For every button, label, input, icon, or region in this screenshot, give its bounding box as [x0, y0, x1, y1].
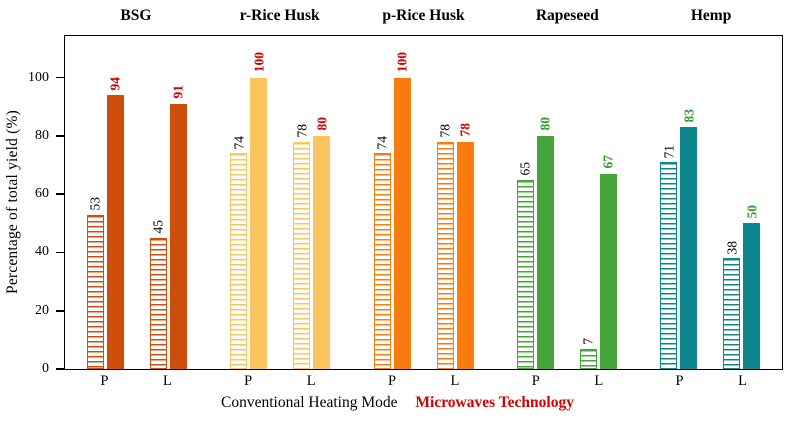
- bar-cluster: 7 67: [579, 155, 617, 369]
- x-axis-category-label: L: [450, 373, 460, 389]
- x-axis-category-label: L: [162, 373, 172, 389]
- y-axis-tick: [56, 193, 65, 195]
- bar-value-microwave: 100: [394, 52, 410, 73]
- y-axis-tick: [56, 368, 65, 370]
- y-axis-tick-label: 0: [42, 361, 49, 376]
- y-axis-tick: [56, 251, 65, 254]
- bar-conventional: 71: [660, 145, 678, 369]
- bar-value-conventional: 74: [374, 135, 390, 150]
- bar-value-microwave: 94: [107, 76, 123, 91]
- bar-value-microwave: 100: [250, 52, 266, 73]
- group-title: p-Rice Husk: [382, 7, 465, 24]
- x-axis-category-label: L: [306, 373, 316, 389]
- bar-microwave: 78: [456, 123, 474, 369]
- x-axis-category-label: P: [675, 373, 684, 389]
- y-axis-tick: [56, 310, 65, 312]
- bar-value-microwave: 83: [681, 108, 697, 123]
- bar-value-microwave: 91: [170, 85, 186, 99]
- bar-group: 53 94 45 91: [65, 36, 208, 369]
- bar-microwave: 80: [313, 117, 331, 369]
- x-axis-category-label: L: [594, 373, 604, 389]
- bar-cluster: 74 100: [373, 52, 411, 369]
- legend: Conventional Heating Mode Microwaves Tec…: [0, 394, 795, 412]
- bar-value-conventional: 78: [293, 124, 309, 138]
- bar-cluster: 65 80: [516, 117, 554, 369]
- legend-label-conventional: Conventional Heating Mode: [221, 394, 398, 411]
- group-title: Rapeseed: [535, 7, 599, 24]
- bar-cluster: 71 83: [660, 109, 698, 369]
- y-axis-tick: [56, 76, 65, 79]
- y-axis-tick-label: 40: [35, 244, 49, 260]
- bar-microwave: 50: [743, 205, 761, 369]
- bar-conventional: 45: [149, 220, 167, 369]
- x-axis-category-label: P: [531, 373, 540, 389]
- bar-value-conventional: 65: [517, 162, 533, 176]
- bar-group: 65 80 7 67: [495, 36, 638, 369]
- bar-cluster: 78 78: [436, 123, 474, 369]
- y-axis-tick: [56, 135, 65, 137]
- bar-cluster: 78 80: [293, 117, 331, 369]
- bar-value-conventional: 7: [580, 337, 596, 345]
- bar-conventional: 74: [230, 136, 248, 369]
- bar-value-microwave: 80: [537, 117, 553, 131]
- bar-value-conventional: 78: [437, 124, 453, 138]
- bar-value-conventional: 53: [87, 197, 103, 211]
- bar-conventional: 78: [436, 124, 454, 369]
- bar-group: 74 100 78 80: [208, 36, 351, 369]
- bar-value-microwave: 80: [313, 117, 329, 131]
- bar-value-conventional: 38: [724, 240, 740, 255]
- group-title: Hemp: [690, 7, 732, 24]
- bar-cluster: 53 94: [86, 77, 124, 369]
- bar-conventional: 74: [373, 136, 391, 369]
- bar-microwave: 83: [680, 109, 698, 369]
- bar-cluster: 45 91: [149, 85, 187, 369]
- bar-group: 71 83 38 50: [639, 36, 782, 369]
- bar-value-conventional: 71: [661, 144, 677, 159]
- bar-group: 74 100 78 78: [352, 36, 495, 369]
- bar-conventional: 53: [86, 197, 104, 369]
- bar-cluster: 38 50: [723, 205, 761, 369]
- bar-conventional: 38: [723, 241, 741, 369]
- y-axis-tick-label: 100: [28, 69, 49, 85]
- bar-microwave: 94: [106, 77, 124, 369]
- bar-microwave: 100: [393, 52, 411, 369]
- plot-area: 0 20 40 60 80 100 53 94 45 91 74 100 78 80 74 100 78 78 65…: [28, 35, 783, 376]
- bar-microwave: 100: [250, 52, 268, 369]
- bar-cluster: 74 100: [230, 52, 268, 369]
- x-axis-category-label: P: [100, 373, 109, 389]
- group-title: r-Rice Husk: [239, 7, 320, 24]
- bar-value-microwave: 67: [600, 155, 616, 169]
- bar-value-conventional: 74: [230, 135, 246, 150]
- bar-value-conventional: 45: [150, 220, 166, 234]
- bar-conventional: 65: [516, 162, 534, 369]
- bar-value-microwave: 50: [744, 204, 760, 219]
- group-title: BSG: [120, 7, 152, 24]
- bar-value-microwave: 78: [457, 123, 473, 137]
- group-titles-row: BSG r-Rice Husk p-Rice Husk Rapeseed Hemp: [64, 7, 783, 25]
- y-axis-tick-label: 60: [35, 186, 49, 202]
- y-axis-tick-label: 20: [35, 302, 49, 318]
- legend-label-microwave: Microwaves Technology: [415, 394, 574, 411]
- bar-microwave: 91: [169, 85, 187, 369]
- y-axis-tick-label: 80: [35, 127, 49, 143]
- x-axis-category-label: L: [738, 373, 747, 389]
- bar-microwave: 67: [599, 155, 617, 369]
- bar-conventional: 7: [579, 338, 597, 369]
- x-axis-category-label: P: [244, 373, 253, 389]
- x-axis-category-label: P: [387, 373, 397, 389]
- bar-conventional: 78: [293, 124, 311, 369]
- bar-microwave: 80: [536, 117, 554, 369]
